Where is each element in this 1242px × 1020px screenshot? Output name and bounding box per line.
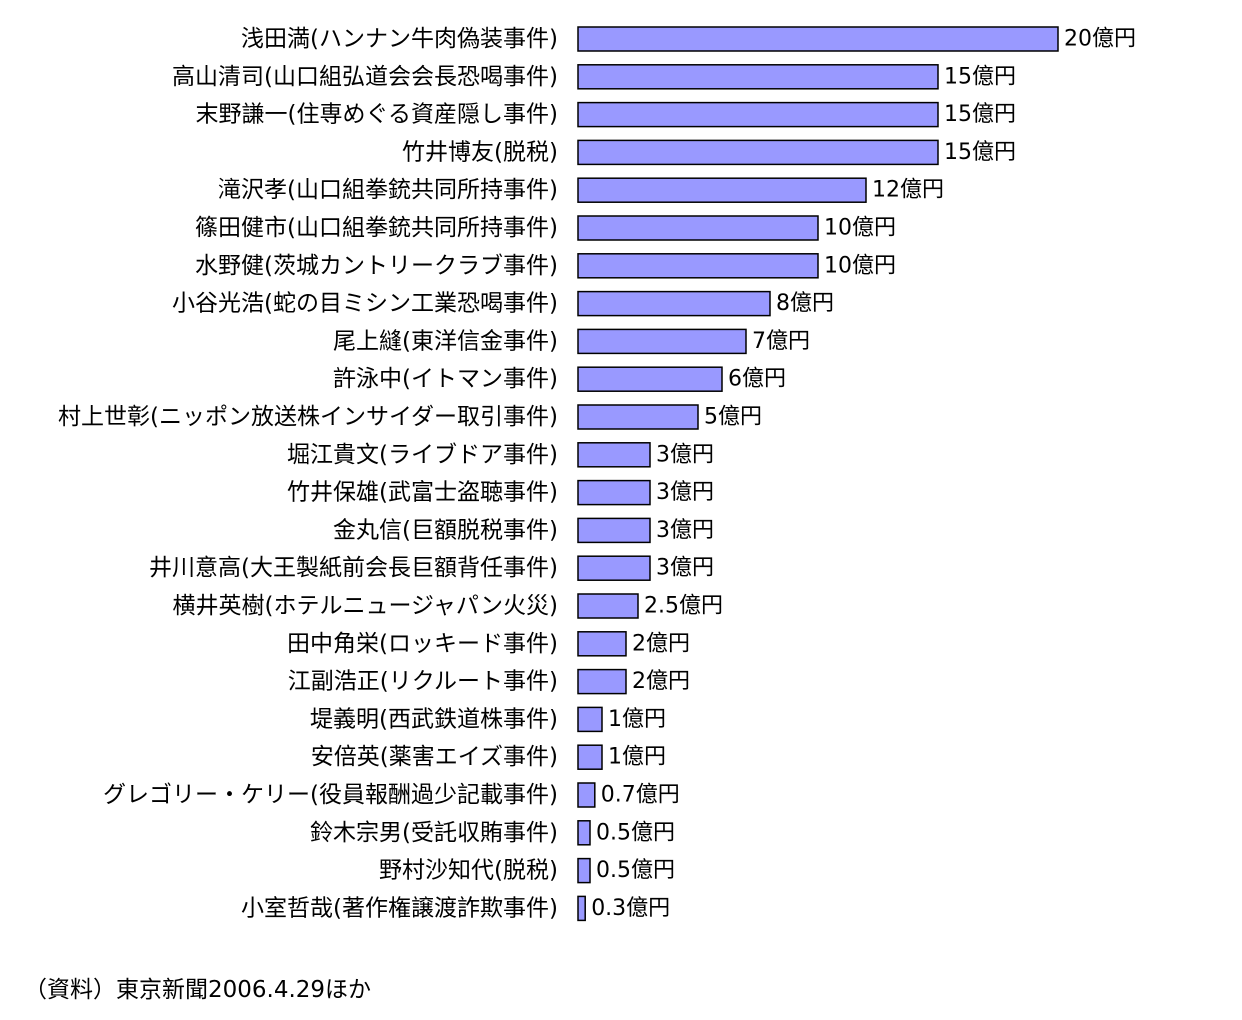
value-label: 2億円 (632, 669, 690, 694)
bar (577, 631, 627, 657)
value-label: 0.3億円 (591, 896, 670, 921)
bar (577, 290, 771, 317)
value-label: 10億円 (824, 253, 896, 278)
value-label: 0.5億円 (596, 820, 675, 845)
bar (577, 177, 867, 203)
bar (577, 64, 939, 90)
category-label: 江副浩正(リクルート事件) (288, 669, 558, 695)
category-label: 小谷光浩(蛇の目ミシン工業恐喝事件) (172, 291, 558, 317)
category-label: 尾上縫(東洋信金事件) (333, 328, 558, 354)
value-label: 5億円 (704, 405, 762, 430)
value-label: 15億円 (944, 140, 1016, 165)
bar (577, 366, 723, 392)
bar (577, 328, 747, 355)
value-label: 8億円 (776, 291, 834, 316)
category-label: 浅田満(ハンナン牛肉偽装事件) (241, 26, 558, 52)
source-note: （資料）東京新聞2006.4.29ほか (24, 977, 372, 1003)
bar (577, 101, 939, 128)
value-label: 15億円 (944, 64, 1016, 89)
bar (577, 215, 819, 241)
category-label: 堀江貴文(ライブドア事件) (287, 442, 558, 468)
category-label: 高山清司(山口組弘道会会長恐喝事件) (172, 64, 558, 90)
value-label: 6億円 (728, 367, 786, 392)
category-label: 井川意高(大王製紙前会長巨額背任事件) (149, 555, 558, 581)
category-label: 滝沢孝(山口組拳銃共同所持事件) (218, 177, 558, 203)
value-label: 1億円 (608, 745, 666, 770)
value-label: 10億円 (824, 216, 896, 241)
category-label: 村上世彰(ニッポン放送株インサイダー取引事件) (58, 404, 558, 430)
bar (577, 555, 651, 581)
category-label: 野村沙知代(脱税) (379, 858, 558, 884)
bar (577, 782, 596, 808)
category-label: 竹井保雄(武富士盗聴事件) (287, 480, 558, 506)
category-label: 田中角栄(ロッキード事件) (287, 631, 558, 657)
value-label: 2.5億円 (644, 594, 723, 619)
bar (577, 404, 699, 430)
category-label: 安倍英(薬害エイズ事件) (311, 744, 558, 770)
value-label: 20億円 (1064, 27, 1136, 52)
value-label: 0.5億円 (596, 858, 675, 883)
category-label: 竹井博友(脱税) (402, 139, 558, 165)
bar (577, 593, 639, 619)
value-label: 3億円 (656, 442, 714, 467)
category-label: 横井英樹(ホテルニュージャパン火災) (173, 593, 559, 619)
value-label: 0.7億円 (601, 783, 680, 808)
value-label: 3億円 (656, 480, 714, 505)
category-label: 水野健(茨城カントリークラブ事件) (195, 253, 558, 279)
category-label: 堤義明(西武鉄道株事件) (310, 706, 558, 732)
bar (577, 706, 603, 733)
bar (577, 479, 651, 506)
bar (577, 668, 627, 695)
category-label: グレゴリー・ケリー(役員報酬過少記載事件) (103, 782, 558, 808)
value-label: 1億円 (608, 707, 666, 732)
bar (577, 744, 603, 770)
category-label: 小室哲哉(著作権譲渡詐欺事件) (241, 895, 558, 921)
bar (577, 442, 651, 468)
value-label: 12億円 (872, 178, 944, 203)
value-label: 3億円 (656, 556, 714, 581)
category-label: 鈴木宗男(受託収賄事件) (310, 820, 558, 846)
bar (577, 26, 1059, 52)
bar (577, 517, 651, 544)
value-label: 3億円 (656, 518, 714, 543)
bar (577, 820, 591, 846)
category-label: 許泳中(イトマン事件) (333, 366, 558, 392)
value-label: 15億円 (944, 102, 1016, 127)
category-label: 金丸信(巨額脱税事件) (333, 517, 558, 543)
category-label: 末野謙一(住専めぐる資産隠し事件) (196, 102, 559, 128)
bar (577, 139, 939, 166)
bar (577, 895, 586, 922)
value-label: 7億円 (752, 329, 810, 354)
bar (577, 253, 819, 279)
bar (577, 857, 591, 884)
value-label: 2億円 (632, 631, 690, 656)
category-label: 篠田健市(山口組拳銃共同所持事件) (195, 215, 558, 241)
